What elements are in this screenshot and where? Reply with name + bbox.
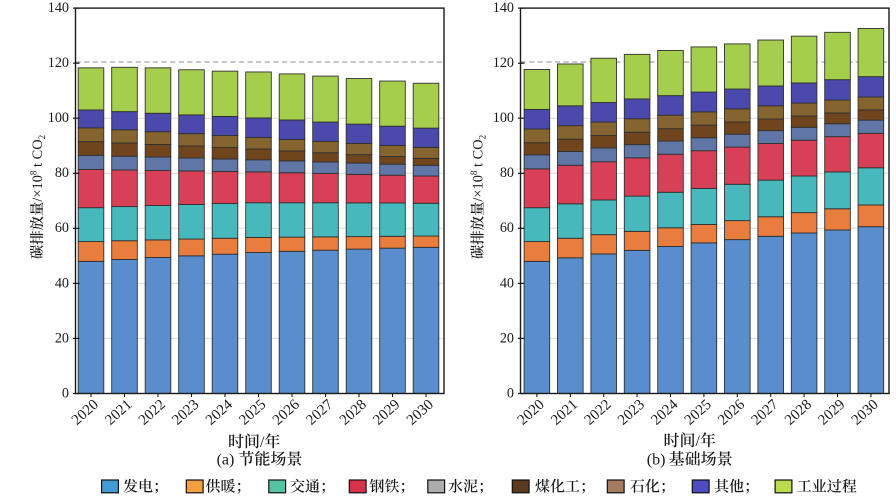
svg-text:120: 120 — [493, 55, 514, 71]
svg-text:140: 140 — [48, 0, 69, 16]
svg-text:/×108 t CO2: /×108 t CO2 — [469, 134, 487, 201]
svg-text:40: 40 — [500, 275, 514, 291]
svg-text:0: 0 — [507, 385, 514, 401]
svg-text:/: / — [696, 433, 701, 450]
svg-text:20: 20 — [55, 330, 69, 346]
svg-text:120: 120 — [48, 55, 69, 71]
svg-text:20: 20 — [500, 330, 514, 346]
svg-text:100: 100 — [48, 110, 69, 126]
svg-text:/: / — [260, 434, 265, 451]
svg-text:100: 100 — [493, 110, 514, 126]
svg-text:80: 80 — [55, 165, 69, 181]
svg-text:(a): (a) — [217, 452, 235, 469]
svg-text:80: 80 — [500, 165, 514, 181]
svg-text:(b): (b) — [647, 452, 666, 469]
svg-text:60: 60 — [55, 220, 69, 236]
svg-text:/×108 t CO2: /×108 t CO2 — [29, 134, 47, 201]
svg-text:140: 140 — [493, 0, 514, 16]
svg-text:60: 60 — [500, 220, 514, 236]
svg-text:40: 40 — [55, 275, 69, 291]
svg-text:0: 0 — [62, 385, 69, 401]
